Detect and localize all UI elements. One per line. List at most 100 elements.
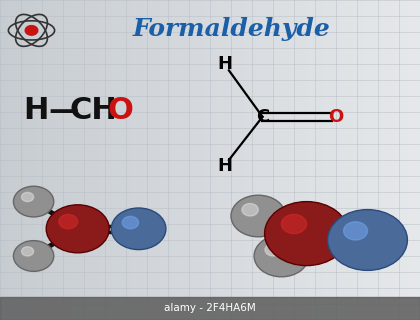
Bar — [0, 297, 420, 320]
Bar — [239, 0, 244, 320]
Bar — [139, 0, 143, 320]
Bar — [269, 0, 273, 320]
Circle shape — [352, 229, 391, 260]
Bar — [214, 0, 218, 320]
Bar — [172, 0, 176, 320]
Bar — [248, 0, 252, 320]
Bar — [223, 0, 227, 320]
Bar — [46, 0, 50, 320]
Bar — [8, 0, 13, 320]
Text: alamy - 2F4HA6M: alamy - 2F4HA6M — [164, 303, 256, 314]
Circle shape — [265, 202, 349, 266]
Circle shape — [231, 195, 286, 237]
Bar — [336, 0, 340, 320]
Bar — [307, 0, 311, 320]
Bar — [286, 0, 290, 320]
Bar — [202, 0, 206, 320]
Bar — [206, 0, 210, 320]
Bar — [365, 0, 370, 320]
Bar — [181, 0, 185, 320]
Text: Formaldehyde: Formaldehyde — [132, 17, 330, 41]
Bar — [298, 0, 302, 320]
Circle shape — [270, 249, 298, 269]
Bar — [21, 0, 25, 320]
Text: O: O — [107, 96, 133, 125]
Bar — [370, 0, 374, 320]
Circle shape — [242, 204, 258, 216]
Bar — [332, 0, 336, 320]
Bar — [101, 0, 105, 320]
Circle shape — [247, 209, 275, 229]
Bar — [88, 0, 92, 320]
Bar — [395, 0, 399, 320]
Bar — [252, 0, 256, 320]
Bar — [361, 0, 365, 320]
Bar — [323, 0, 328, 320]
Bar — [277, 0, 281, 320]
Circle shape — [344, 222, 368, 240]
Bar — [256, 0, 260, 320]
Bar — [235, 0, 239, 320]
Bar — [134, 0, 139, 320]
Bar — [176, 0, 181, 320]
Circle shape — [128, 221, 155, 242]
Bar — [80, 0, 84, 320]
Bar — [109, 0, 113, 320]
Bar — [17, 0, 21, 320]
Bar — [340, 0, 344, 320]
Circle shape — [290, 222, 332, 254]
Bar — [38, 0, 42, 320]
Bar — [391, 0, 395, 320]
Bar — [147, 0, 151, 320]
Bar — [13, 0, 17, 320]
Bar — [386, 0, 391, 320]
Bar — [382, 0, 386, 320]
Circle shape — [122, 216, 139, 229]
Circle shape — [281, 214, 307, 234]
Circle shape — [59, 214, 78, 229]
Bar — [63, 0, 67, 320]
Text: O: O — [328, 108, 344, 126]
Bar — [84, 0, 88, 320]
Bar — [374, 0, 378, 320]
Bar — [328, 0, 332, 320]
Circle shape — [21, 247, 34, 256]
Bar — [290, 0, 294, 320]
Bar — [67, 0, 71, 320]
Bar — [315, 0, 319, 320]
Text: —: — — [48, 96, 79, 125]
Text: H: H — [217, 157, 232, 175]
Text: H: H — [23, 96, 48, 125]
Bar — [416, 0, 420, 320]
Bar — [55, 0, 59, 320]
Bar — [378, 0, 382, 320]
Bar — [412, 0, 416, 320]
Bar — [25, 0, 29, 320]
Circle shape — [26, 251, 46, 266]
Circle shape — [25, 26, 38, 35]
Bar — [34, 0, 38, 320]
Bar — [344, 0, 349, 320]
Bar — [50, 0, 55, 320]
Bar — [185, 0, 189, 320]
Bar — [244, 0, 248, 320]
Bar — [407, 0, 412, 320]
Circle shape — [13, 241, 54, 271]
Bar — [218, 0, 223, 320]
Circle shape — [254, 235, 309, 277]
Circle shape — [26, 196, 46, 212]
Bar — [210, 0, 214, 320]
Bar — [273, 0, 277, 320]
Bar — [164, 0, 168, 320]
Bar — [151, 0, 155, 320]
Bar — [231, 0, 235, 320]
Bar — [281, 0, 286, 320]
Text: H: H — [217, 55, 232, 73]
Bar — [227, 0, 231, 320]
Circle shape — [21, 192, 34, 202]
Bar — [193, 0, 197, 320]
Bar — [113, 0, 118, 320]
Bar — [197, 0, 202, 320]
Bar — [403, 0, 407, 320]
Circle shape — [328, 210, 407, 270]
